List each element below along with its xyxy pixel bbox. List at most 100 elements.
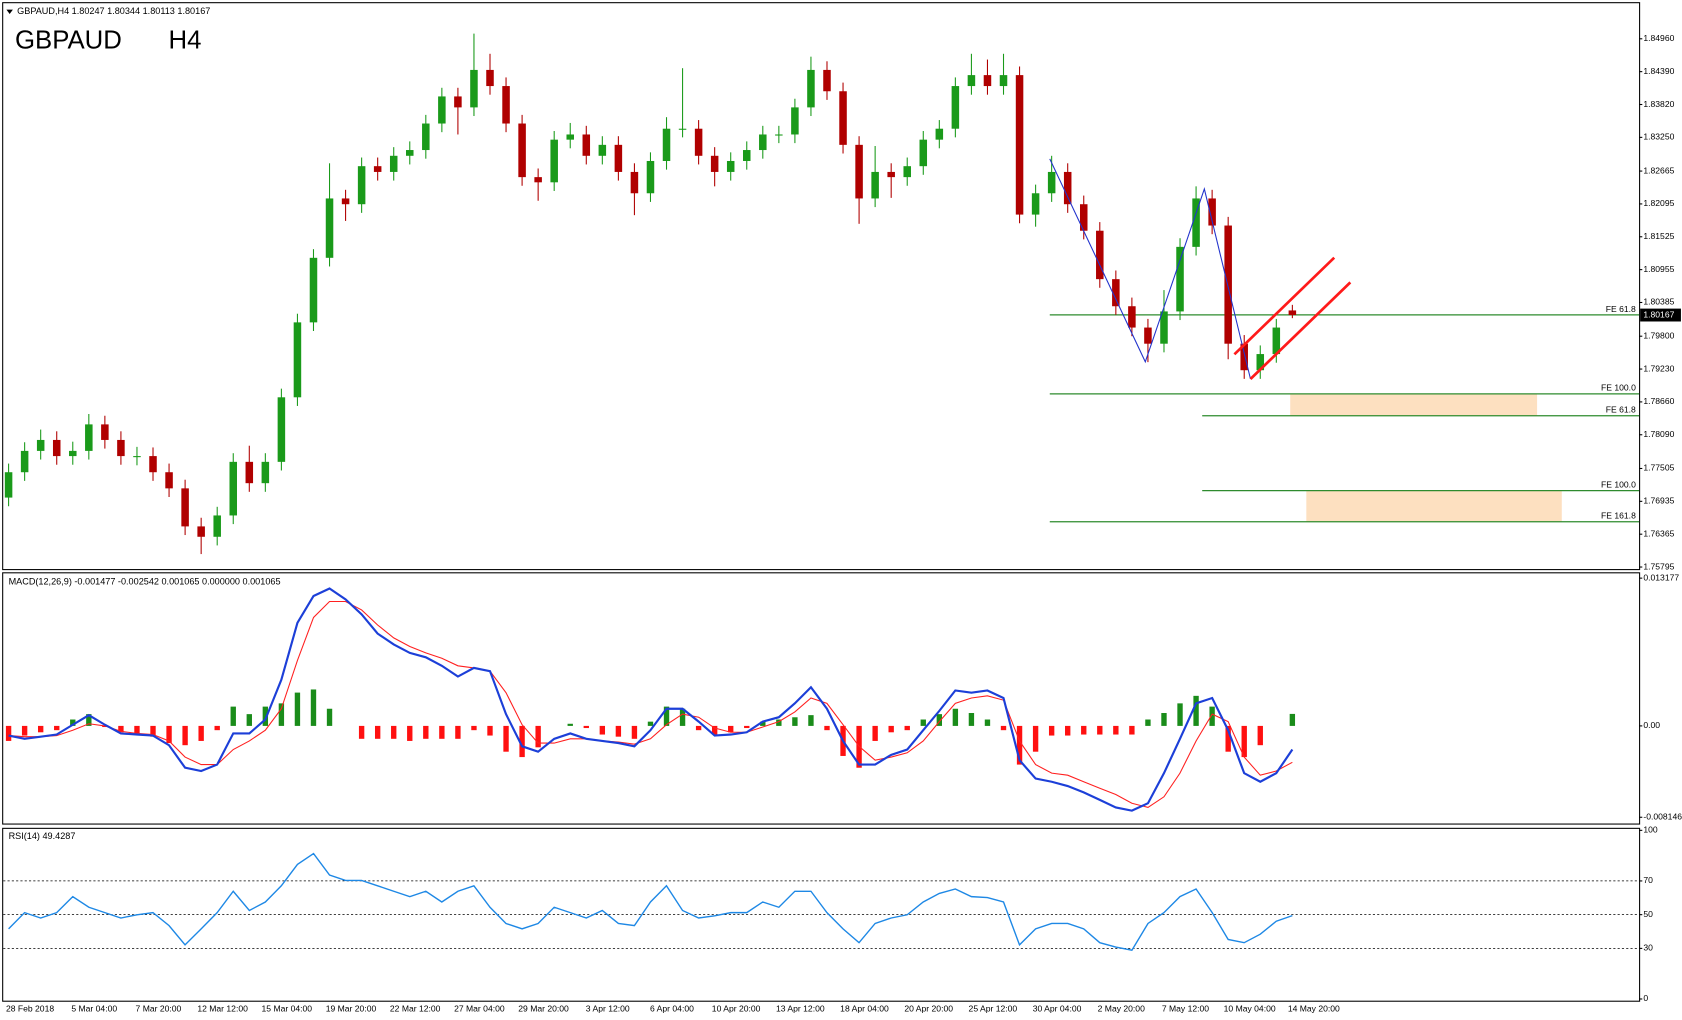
candle-body bbox=[1176, 246, 1184, 312]
macd-histogram-bar bbox=[984, 719, 991, 726]
macd-histogram-bar bbox=[1016, 725, 1023, 765]
candle-body bbox=[117, 439, 125, 457]
macd-histogram-bar bbox=[1241, 725, 1247, 758]
y-tick-label: 1.76365 bbox=[1643, 528, 1674, 538]
macd-histogram-bar bbox=[663, 706, 670, 726]
candle-body bbox=[630, 171, 639, 194]
candle-body bbox=[935, 128, 944, 140]
macd-histogram-bar bbox=[21, 725, 28, 736]
x-tick-label: 13 Apr 12:00 bbox=[776, 1004, 825, 1014]
macd-histogram-bar bbox=[326, 708, 333, 726]
y-tick-label: 1.81525 bbox=[1643, 231, 1674, 241]
candle-body bbox=[101, 424, 109, 440]
macd-histogram-bar bbox=[5, 725, 12, 741]
high-price: 1.80344 bbox=[107, 6, 140, 16]
macd-histogram-bar bbox=[503, 725, 509, 752]
candle-body bbox=[438, 96, 446, 124]
macd-histogram-bar bbox=[358, 725, 365, 739]
macd-histogram-bar bbox=[808, 715, 814, 726]
macd-histogram-bar bbox=[567, 723, 573, 726]
macd-histogram-bar bbox=[1289, 713, 1296, 726]
candle-body bbox=[1047, 171, 1056, 194]
candle-body bbox=[1192, 198, 1200, 247]
x-tick-label: 30 Apr 04:00 bbox=[1033, 1004, 1082, 1014]
macd-histogram-bar bbox=[198, 725, 204, 741]
fib-level-label: FE 100.0 bbox=[1601, 480, 1636, 490]
candle-body bbox=[694, 128, 703, 156]
macd-histogram-bar bbox=[760, 721, 766, 726]
macd-panel bbox=[2, 572, 1641, 825]
macd-histogram-bar bbox=[824, 725, 830, 731]
candle-body bbox=[406, 150, 414, 156]
x-tick-label: 7 May 12:00 bbox=[1162, 1004, 1209, 1014]
candle-body bbox=[598, 144, 607, 156]
macd-histogram-bar bbox=[166, 725, 172, 744]
macd-histogram-bar bbox=[118, 725, 124, 733]
x-tick-label: 18 Apr 04:00 bbox=[840, 1004, 889, 1014]
macd-histogram-bar bbox=[1081, 725, 1087, 735]
candle-body bbox=[582, 134, 591, 156]
candle-body bbox=[710, 155, 719, 172]
candle-body bbox=[775, 134, 783, 136]
x-tick-label: 29 Mar 20:00 bbox=[518, 1004, 569, 1014]
x-tick-label: 14 May 20:00 bbox=[1288, 1004, 1340, 1014]
y-tick-label: 1.78090 bbox=[1643, 429, 1674, 439]
y-tick-label: 100 bbox=[1643, 825, 1658, 835]
x-tick-label: 27 Mar 04:00 bbox=[454, 1004, 505, 1014]
candle-body bbox=[373, 166, 382, 172]
macd-histogram-bar bbox=[1065, 725, 1071, 736]
macd-histogram-bar bbox=[952, 708, 959, 726]
candle-body bbox=[967, 75, 976, 87]
candle-body bbox=[149, 456, 157, 473]
macd-histogram-bar bbox=[150, 725, 156, 737]
candle-body bbox=[1063, 171, 1072, 205]
channel-lower bbox=[1249, 281, 1352, 380]
x-tick-label: 12 Mar 12:00 bbox=[197, 1004, 248, 1014]
channel-upper bbox=[1233, 256, 1336, 356]
y-tick-label: 1.80385 bbox=[1643, 297, 1674, 307]
candle-body bbox=[181, 488, 189, 527]
macd-histogram-bar bbox=[695, 725, 702, 731]
macd-histogram-bar bbox=[872, 725, 878, 741]
close-price: 1.80167 bbox=[177, 6, 210, 16]
macd-histogram-bar bbox=[631, 725, 638, 739]
candle-body bbox=[1031, 193, 1040, 215]
y-tick-label: 1.82665 bbox=[1643, 165, 1674, 175]
candle-body bbox=[69, 450, 77, 457]
macd-histogram-bar bbox=[615, 725, 622, 737]
macd-histogram-bar bbox=[487, 725, 493, 736]
macd-histogram-bar bbox=[374, 725, 381, 739]
candle-body bbox=[871, 171, 879, 199]
candle-body bbox=[133, 456, 141, 458]
candle-body bbox=[470, 69, 478, 108]
x-tick-label: 25 Apr 12:00 bbox=[969, 1004, 1018, 1014]
y-tick-label: 70 bbox=[1643, 875, 1653, 885]
y-tick-label: 1.80955 bbox=[1643, 264, 1674, 274]
x-tick-label: 19 Mar 20:00 bbox=[326, 1004, 377, 1014]
x-tick-label: 7 Mar 20:00 bbox=[136, 1004, 182, 1014]
rsi-label: RSI(14) 49.4287 bbox=[9, 831, 76, 841]
candle-body bbox=[261, 461, 270, 484]
candle-body bbox=[325, 198, 334, 258]
macd-histogram-bar bbox=[583, 725, 589, 729]
candle-body bbox=[1288, 310, 1297, 316]
candle-body bbox=[454, 96, 462, 108]
macd-histogram-bar bbox=[920, 719, 926, 726]
chart-subtitle: H4 bbox=[169, 27, 202, 55]
menu-arrow[interactable] bbox=[6, 9, 13, 14]
macd-histogram-bar bbox=[54, 725, 60, 731]
candle-body bbox=[293, 322, 302, 398]
candle-body bbox=[839, 91, 847, 145]
candle-body bbox=[566, 134, 574, 140]
candle-body bbox=[277, 397, 286, 462]
candle-body bbox=[1160, 311, 1168, 344]
x-tick-label: 20 Apr 20:00 bbox=[904, 1004, 953, 1014]
y-tick-label: 0 bbox=[1643, 993, 1648, 1003]
macd-histogram-bar bbox=[294, 692, 301, 726]
y-tick-label: 30 bbox=[1643, 943, 1653, 953]
candle-body bbox=[646, 160, 655, 194]
candle-body bbox=[919, 139, 928, 167]
candle-body bbox=[983, 75, 992, 87]
fib-level-label: FE 100.0 bbox=[1601, 383, 1636, 393]
